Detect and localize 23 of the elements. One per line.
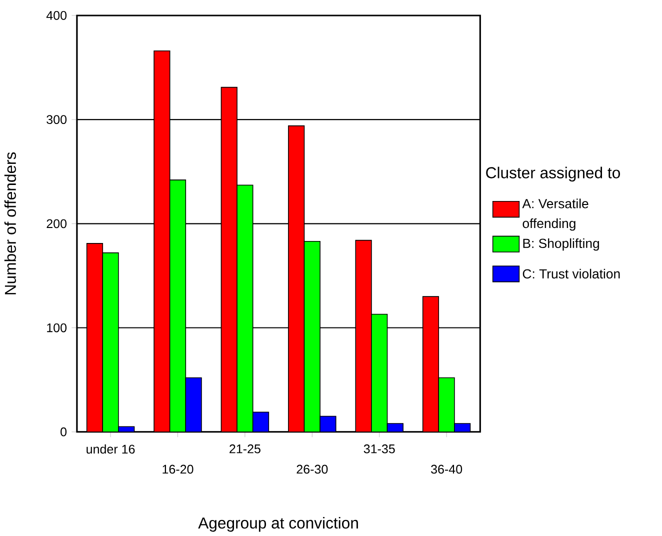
y-tick-label: 200 (46, 219, 67, 228)
legend-label: C: Trust violation (522, 268, 620, 278)
y-axis-title: Number of offenders (4, 152, 16, 294)
x-tick-label: 21-25 (230, 444, 260, 454)
x-tick-label: 31-35 (364, 444, 395, 454)
x-tick-label: 26-30 (296, 464, 328, 474)
bar (169, 180, 186, 432)
bar (236, 184, 254, 432)
legend-title: Cluster assigned to (486, 166, 620, 182)
legend-label: A: Versatile offending (522, 198, 588, 231)
y-tick-label: 100 (47, 323, 67, 332)
x-tick-label: under 16 (86, 444, 135, 454)
y-tick-label: 300 (46, 115, 67, 124)
bar (304, 240, 320, 432)
x-axis-title: Agegroup at conviction (198, 516, 358, 532)
x-tick-label: 16-20 (162, 464, 194, 474)
x-tick-label: 36-40 (431, 464, 462, 474)
bar (371, 314, 388, 432)
bar (102, 252, 119, 432)
bar (438, 377, 455, 432)
legend-label: B: Shoplifting (523, 238, 600, 251)
y-tick-label: 400 (46, 11, 67, 20)
y-tick-label: 0 (60, 427, 67, 436)
